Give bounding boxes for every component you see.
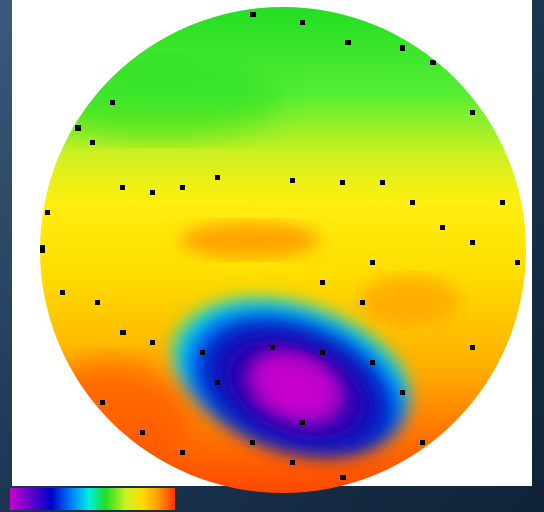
page: [0, 0, 544, 512]
ozone-map-view: [0, 0, 544, 512]
high-band: [360, 275, 460, 325]
color-scale: [10, 488, 175, 510]
high-band: [180, 222, 320, 258]
